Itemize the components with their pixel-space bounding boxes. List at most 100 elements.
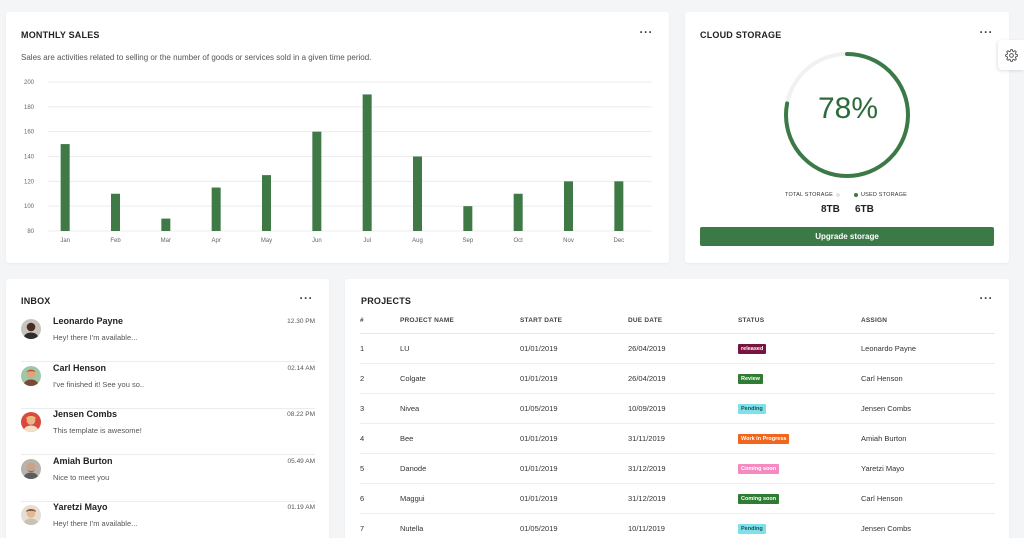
project-due-date: 26/04/2019	[628, 363, 738, 394]
sales-bar[interactable]	[463, 206, 473, 231]
message-time: 08.22 PM	[287, 411, 315, 418]
inbox-message[interactable]: Carl Henson I've finished it! See you so…	[21, 363, 315, 409]
column-header-project-name: PROJECT NAME	[400, 309, 520, 334]
table-row[interactable]: 5 Danode 01/01/2019 31/12/2019 Coming soon Ya…	[360, 453, 995, 484]
status-badge: Work in Progress	[738, 433, 790, 444]
column-header-due-date: DUE DATE	[628, 309, 738, 334]
project-start-date: 01/01/2019	[520, 363, 628, 394]
storage-percent: 78%	[817, 92, 879, 125]
table-row[interactable]: 2 Colgate 01/01/2019 26/04/2019 Review Carl H…	[360, 363, 995, 394]
inbox-message[interactable]: Leonardo Payne Hey! there I'm available.…	[21, 316, 315, 362]
inbox-message[interactable]: Jensen Combs This template is awesome! 0…	[21, 409, 315, 455]
sales-bar[interactable]	[564, 181, 573, 231]
status-badge: Pending	[738, 523, 766, 534]
y-tick-label: 80	[27, 229, 34, 235]
project-start-date: 01/01/2019	[520, 453, 628, 484]
sales-bar[interactable]	[312, 131, 322, 231]
sales-more-menu-icon[interactable]: ···	[639, 25, 653, 39]
project-name: Nutella	[400, 513, 520, 538]
status-cell: Coming soon	[738, 483, 861, 514]
project-due-date: 31/12/2019	[628, 483, 738, 514]
status-cell: Pending	[738, 393, 861, 424]
sales-bar[interactable]	[111, 193, 120, 231]
storage-progress-ring	[784, 52, 910, 178]
project-name: Maggui	[400, 483, 520, 514]
status-badge: Coming soon	[738, 493, 780, 504]
message-sender: Yaretzi Mayo	[53, 502, 108, 512]
table-row[interactable]: 3 Nivea 01/05/2019 10/09/2019 Pending Jensen …	[360, 393, 995, 424]
sales-bar[interactable]	[262, 175, 271, 231]
project-number: 6	[360, 483, 400, 514]
project-name: LU	[400, 333, 520, 364]
x-tick-label: Dec	[613, 238, 624, 244]
message-time: 02.14 AM	[287, 365, 315, 372]
project-assignee: Carl Henson	[861, 483, 995, 514]
total-storage-value: 8TB	[821, 204, 840, 215]
x-tick-label: Jul	[363, 238, 371, 244]
inbox-more-menu-icon[interactable]: ···	[299, 291, 313, 305]
inbox-title: INBOX	[21, 296, 51, 306]
project-start-date: 01/05/2019	[520, 393, 628, 424]
legend-used-label: USED STORAGE	[861, 192, 908, 198]
message-preview: Hey! there I'm available...	[53, 519, 138, 528]
project-name: Danode	[400, 453, 520, 484]
table-row[interactable]: 1 LU 01/01/2019 26/04/2019 released Leonardo …	[360, 333, 995, 364]
column-header-assign: ASSIGN	[861, 309, 995, 334]
legend-total-label: TOTAL STORAGE	[785, 192, 833, 198]
sales-bar[interactable]	[413, 156, 422, 232]
upgrade-storage-button[interactable]: Upgrade storage	[700, 227, 994, 246]
settings-toggle[interactable]	[998, 40, 1024, 70]
project-name: Bee	[400, 423, 520, 454]
column-header-start-date: START DATE	[520, 309, 628, 334]
y-tick-label: 100	[24, 204, 35, 210]
status-cell: Review	[738, 363, 861, 394]
monthly-sales-chart: 80 100 120 140 160 180 200 Jan Feb Mar Apr May Jun Ju…	[24, 80, 652, 244]
project-assignee: Yaretzi Mayo	[861, 453, 995, 484]
project-start-date: 01/01/2019	[520, 483, 628, 514]
x-tick-label: Oct	[513, 238, 523, 244]
sales-bar[interactable]	[60, 144, 70, 231]
project-assignee: Leonardo Payne	[861, 333, 995, 364]
message-sender: Jensen Combs	[53, 409, 118, 419]
cloud-storage-title: CLOUD STORAGE	[700, 30, 782, 40]
x-tick-label: Jun	[312, 238, 322, 244]
inbox-message[interactable]: Amiah Burton Nice to meet you 05.49 AM	[21, 456, 315, 502]
project-due-date: 26/04/2019	[628, 333, 738, 364]
status-cell: Coming soon	[738, 453, 861, 484]
inbox-message[interactable]: Yaretzi Mayo Hey! there I'm available...…	[21, 502, 315, 538]
table-row[interactable]: 4 Bee 01/01/2019 31/11/2019 Work in Progress…	[360, 423, 995, 454]
sales-bar[interactable]	[211, 187, 221, 231]
storage-more-menu-icon[interactable]: ···	[979, 25, 993, 39]
x-tick-label: Apr	[211, 238, 220, 244]
legend-used-storage: USED STORAGE	[851, 192, 907, 198]
project-number: 4	[360, 423, 400, 454]
project-name: Colgate	[400, 363, 520, 394]
table-header-row: # PROJECT NAME START DATE DUE DATE STATU…	[360, 309, 995, 334]
avatar	[21, 366, 41, 386]
table-row[interactable]: 7 Nutella 01/05/2019 10/11/2019 Pending Jense…	[360, 513, 995, 538]
project-start-date: 01/05/2019	[520, 513, 628, 538]
sales-bar[interactable]	[161, 218, 171, 231]
sales-bar[interactable]	[513, 193, 523, 231]
status-badge: released	[738, 343, 767, 354]
message-sender: Leonardo Payne	[53, 316, 124, 326]
project-due-date: 31/11/2019	[628, 423, 738, 454]
cloud-storage-card: CLOUD STORAGE ··· 78% TOTAL STORAGE USED…	[685, 12, 1009, 263]
project-assignee: Carl Henson	[861, 363, 995, 394]
message-time: 01.19 AM	[287, 504, 315, 511]
projects-more-menu-icon[interactable]: ···	[979, 291, 993, 305]
x-tick-label: Sep	[462, 238, 473, 244]
project-number: 1	[360, 333, 400, 364]
x-tick-label: Feb	[110, 238, 121, 244]
monthly-sales-title: MONTHLY SALES	[21, 30, 100, 40]
legend-total-storage: TOTAL STORAGE	[785, 192, 843, 198]
x-tick-label: Aug	[412, 238, 423, 244]
status-badge: Pending	[738, 403, 766, 414]
sales-bar[interactable]	[362, 94, 372, 232]
project-number: 7	[360, 513, 400, 538]
table-row[interactable]: 6 Maggui 01/01/2019 31/12/2019 Coming soon Ca…	[360, 483, 995, 514]
avatar	[21, 459, 41, 479]
project-due-date: 10/09/2019	[628, 393, 738, 424]
sales-bar[interactable]	[614, 181, 624, 231]
legend-total-dot-icon	[835, 192, 840, 197]
